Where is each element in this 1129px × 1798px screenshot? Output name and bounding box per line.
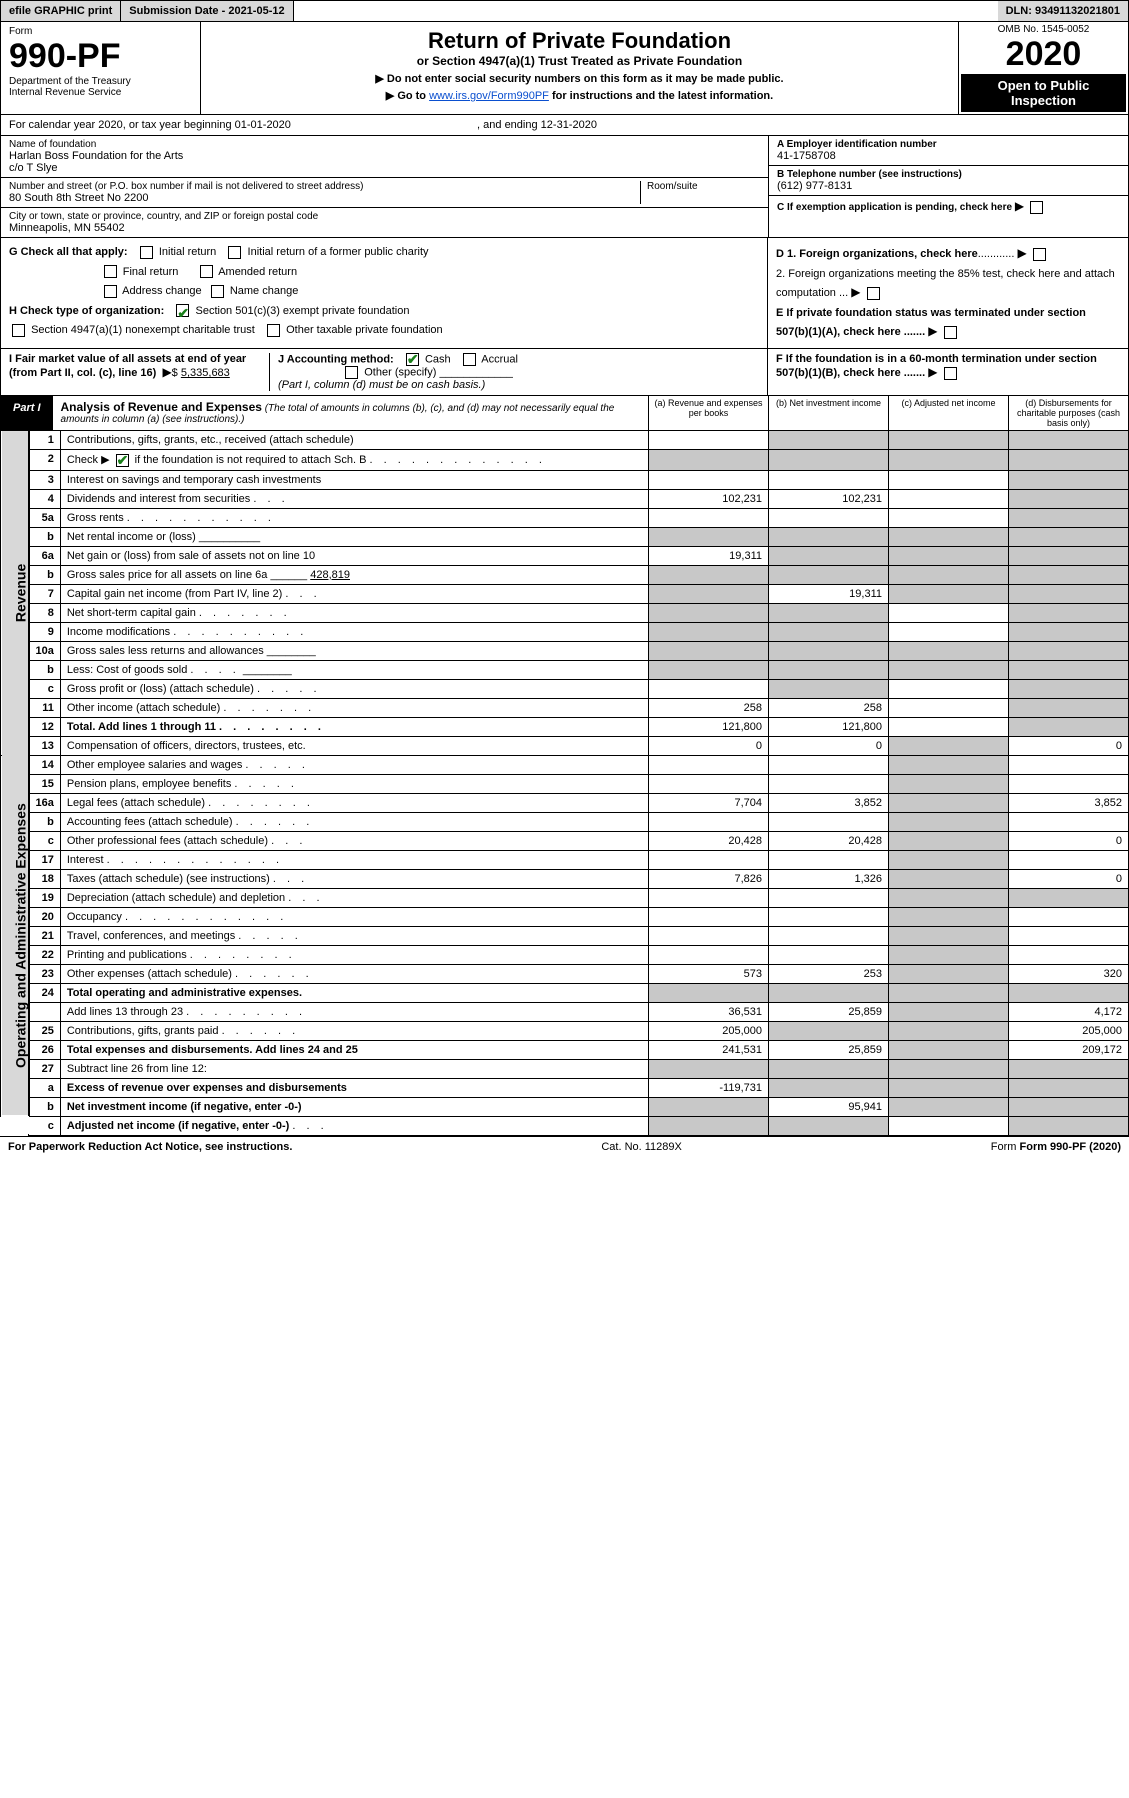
checkbox-sch-b[interactable] xyxy=(116,454,129,467)
omb-number: OMB No. 1545-0052 xyxy=(961,24,1126,35)
col-c-head: (c) Adjusted net income xyxy=(888,396,1008,430)
ein-row: A Employer identification number 41-1758… xyxy=(769,136,1128,166)
ein: 41-1758708 xyxy=(777,150,1120,162)
dln: DLN: 93491132021801 xyxy=(998,1,1128,21)
part1-desc: Analysis of Revenue and Expenses (The to… xyxy=(53,396,648,430)
year-block: OMB No. 1545-0052 2020 Open to Public In… xyxy=(958,22,1128,114)
g-check-row2: Final return Amended return xyxy=(9,264,759,282)
exemption-pending-row: C If exemption application is pending, c… xyxy=(769,196,1128,217)
h-check-row: H Check type of organization: Section 50… xyxy=(9,303,759,321)
checkbox-c[interactable] xyxy=(1030,201,1043,214)
irs-link[interactable]: www.irs.gov/Form990PF xyxy=(429,90,549,102)
form-title-block: Return of Private Foundation or Section … xyxy=(201,22,958,114)
address-row: Number and street (or P.O. box number if… xyxy=(1,178,768,208)
calendar-year-row: For calendar year 2020, or tax year begi… xyxy=(0,115,1129,136)
checkbox-d1[interactable] xyxy=(1033,248,1046,261)
public-inspection: Open to Public Inspection xyxy=(961,74,1126,112)
checkbox-cash[interactable] xyxy=(406,353,419,366)
phone: (612) 977-8131 xyxy=(777,180,1120,192)
checkbox-final-return[interactable] xyxy=(104,265,117,278)
checkbox-4947[interactable] xyxy=(12,324,25,337)
col-a-head: (a) Revenue and expenses per books xyxy=(648,396,768,430)
checkbox-initial-return[interactable] xyxy=(140,246,153,259)
col-b-head: (b) Net investment income xyxy=(768,396,888,430)
instruction-1: ▶ Do not enter social security numbers o… xyxy=(207,72,952,85)
identification-block: Name of foundation Harlan Boss Foundatio… xyxy=(0,136,1129,238)
city-state-zip: Minneapolis, MN 55402 xyxy=(9,222,760,234)
fmv-value: 5,335,683 xyxy=(181,367,230,379)
phone-row: B Telephone number (see instructions) (6… xyxy=(769,166,1128,196)
checkbox-other-method[interactable] xyxy=(345,366,358,379)
part1-table: Revenue 1Contributions, gifts, grants, e… xyxy=(0,431,1129,1136)
top-bar: efile GRAPHIC print Submission Date - 20… xyxy=(0,0,1129,22)
h-check-row2: Section 4947(a)(1) nonexempt charitable … xyxy=(9,322,759,340)
submission-date: Submission Date - 2021-05-12 xyxy=(121,1,293,21)
e-row: E If private foundation status was termi… xyxy=(776,305,1120,342)
g-check-row: G Check all that apply: Initial return I… xyxy=(9,244,759,262)
page-footer: For Paperwork Reduction Act Notice, see … xyxy=(0,1136,1129,1157)
room-suite: Room/suite xyxy=(640,181,760,204)
foundation-name-row: Name of foundation Harlan Boss Foundatio… xyxy=(1,136,768,178)
checkbox-accrual[interactable] xyxy=(463,353,476,366)
street-address: 80 South 8th Street No 2200 xyxy=(9,192,640,204)
f-row: F If the foundation is in a 60-month ter… xyxy=(768,349,1128,395)
ijf-row: I Fair market value of all assets at end… xyxy=(0,349,1129,396)
checkbox-e[interactable] xyxy=(944,326,957,339)
form-title: Return of Private Foundation xyxy=(207,28,952,54)
tax-year: 2020 xyxy=(961,35,1126,74)
form-number: 990-PF xyxy=(9,37,192,76)
checkbox-f[interactable] xyxy=(944,367,957,380)
pra-notice: For Paperwork Reduction Act Notice, see … xyxy=(8,1141,292,1153)
checkbox-other-taxable[interactable] xyxy=(267,324,280,337)
checkbox-d2[interactable] xyxy=(867,287,880,300)
form-word: Form xyxy=(9,26,192,37)
dept-treasury: Department of the Treasury xyxy=(9,76,192,87)
d2-row: 2. Foreign organizations meeting the 85%… xyxy=(776,266,1120,303)
form-header: Form 990-PF Department of the Treasury I… xyxy=(0,22,1129,115)
d1-row: D 1. Foreign organizations, check here..… xyxy=(776,244,1120,264)
efile-tag: efile GRAPHIC print xyxy=(1,1,121,21)
part1-header: Part I Analysis of Revenue and Expenses … xyxy=(0,396,1129,431)
checkbox-501c3[interactable] xyxy=(176,304,189,317)
care-of: c/o T Slye xyxy=(9,162,760,174)
col-d-head: (d) Disbursements for charitable purpose… xyxy=(1008,396,1128,430)
checkbox-address-change[interactable] xyxy=(104,285,117,298)
checkbox-name-change[interactable] xyxy=(211,285,224,298)
opex-section-label: Operating and Administrative Expenses xyxy=(1,755,29,1116)
check-blocks-gde: G Check all that apply: Initial return I… xyxy=(0,238,1129,349)
form-subtitle: or Section 4947(a)(1) Trust Treated as P… xyxy=(207,54,952,68)
city-row: City or town, state or province, country… xyxy=(1,208,768,237)
checkbox-amended-return[interactable] xyxy=(200,265,213,278)
foundation-name: Harlan Boss Foundation for the Arts xyxy=(9,150,760,162)
form-footer: Form Form 990-PF (2020) xyxy=(991,1141,1121,1153)
irs: Internal Revenue Service xyxy=(9,87,192,98)
g-check-row3: Address change Name change xyxy=(9,283,759,301)
instruction-2: ▶ Go to www.irs.gov/Form990PF for instru… xyxy=(207,89,952,102)
checkbox-initial-former[interactable] xyxy=(228,246,241,259)
form-number-block: Form 990-PF Department of the Treasury I… xyxy=(1,22,201,114)
revenue-section-label: Revenue xyxy=(1,431,29,755)
part-tab: Part I xyxy=(1,396,53,430)
catalog-number: Cat. No. 11289X xyxy=(601,1141,682,1153)
